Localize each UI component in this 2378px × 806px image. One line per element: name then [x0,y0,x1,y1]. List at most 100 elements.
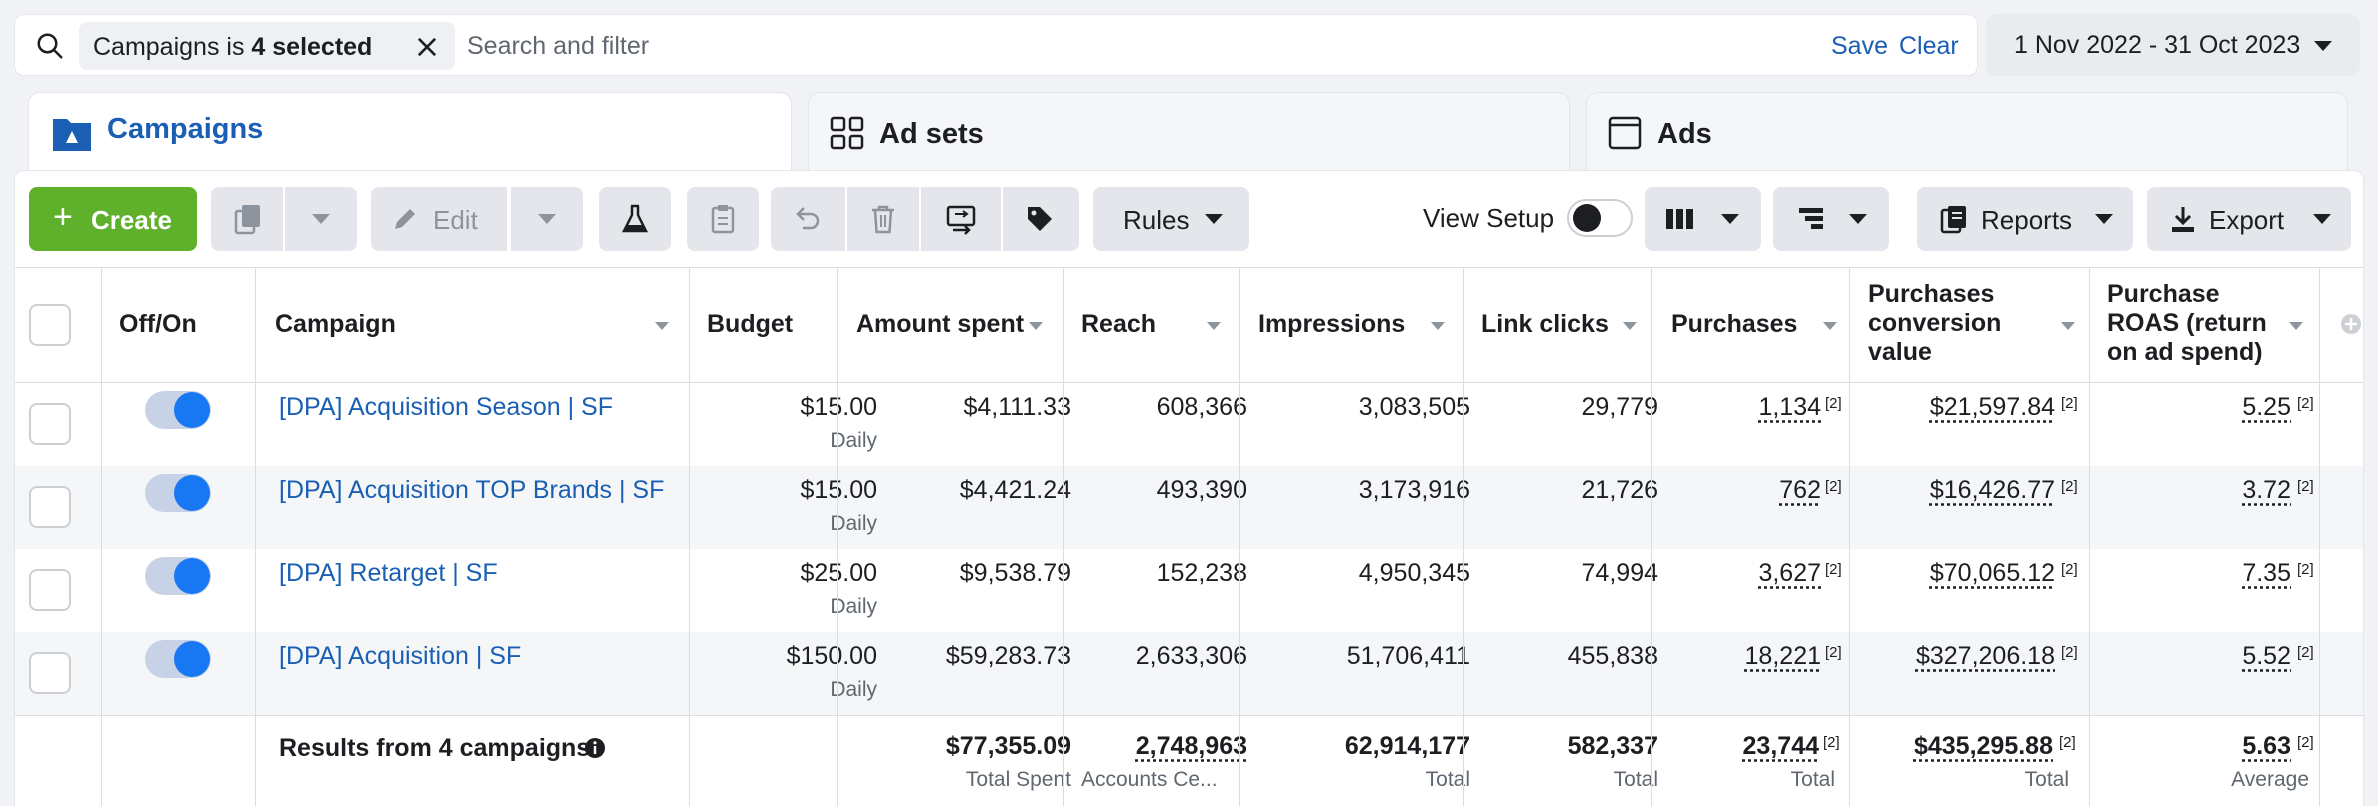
close-icon[interactable] [413,33,441,61]
header-link-clicks[interactable]: Link clicks [1481,310,1609,338]
campaign-name-link[interactable]: [DPA] Acquisition Season | SF [279,393,613,421]
search-bar[interactable]: Campaigns is 4 selected Search and filte… [14,14,1978,76]
roas-value[interactable]: 3.72 [2242,476,2291,504]
export-button[interactable]: Export [2147,187,2351,251]
header-amount-spent[interactable]: Amount spent [856,310,1025,338]
rules-button-label: Rules [1123,205,1190,235]
total-pcv[interactable]: $435,295.88 [1913,732,2053,760]
header-onoff: Off/On [119,310,197,338]
campaign-name-link[interactable]: [DPA] Acquisition TOP Brands | SF [279,476,665,504]
column-divider [101,267,102,806]
total-reach[interactable]: 2,748,963 [1135,732,1247,760]
sort-icon[interactable] [655,322,669,330]
tab-campaigns[interactable]: Campaigns [28,92,792,182]
row-checkbox[interactable] [29,486,71,528]
budget-value: $25.00 [800,559,877,587]
duplicate-dropdown-button[interactable] [285,187,357,251]
filter-chip[interactable]: Campaigns is 4 selected [79,22,455,70]
info-icon[interactable] [583,736,607,760]
budget-value: $150.00 [786,642,877,670]
undo-button[interactable] [771,187,845,251]
header-budget[interactable]: Budget [707,310,794,338]
row-checkbox[interactable] [29,403,71,445]
sort-icon[interactable] [1431,322,1445,330]
campaign-on-off-toggle[interactable] [145,557,211,595]
delete-button[interactable] [847,187,919,251]
date-range-picker[interactable]: 1 Nov 2022 - 31 Oct 2023 [1986,14,2360,76]
columns-button[interactable] [1645,187,1761,251]
save-filter-link[interactable]: Save [1831,32,1888,60]
campaign-on-off-toggle[interactable] [145,391,211,429]
search-input[interactable]: Search and filter [467,32,650,60]
purchases-value[interactable]: 3,627 [1758,559,1821,587]
rules-button[interactable]: Rules [1093,187,1249,251]
clipboard-icon [711,205,735,234]
pcv-value[interactable]: $16,426.77 [1929,476,2055,504]
total-purchases[interactable]: 23,744 [1742,732,1819,760]
table-row[interactable]: [DPA] Acquisition Season | SF $15.00 Daily… [15,383,2363,466]
clipboard-button[interactable] [687,187,759,251]
pcv-value[interactable]: $70,065.12 [1929,559,2055,587]
campaign-name-link[interactable]: [DPA] Retarget | SF [279,559,498,587]
total-roas[interactable]: 5.63 [2242,732,2291,760]
amount-spent-value: $4,421.24 [959,476,1071,504]
attribution-marker: [2] [1823,734,1840,751]
breakdown-button[interactable] [1773,187,1889,251]
attribution-marker: [2] [2297,561,2314,578]
select-all-checkbox[interactable] [29,304,71,346]
purchases-value[interactable]: 18,221 [1744,642,1821,670]
edit-button[interactable]: Edit [371,187,507,251]
roas-value[interactable]: 7.35 [2242,559,2291,587]
sort-icon[interactable] [1823,322,1837,330]
purchases-value[interactable]: 1,134 [1758,393,1821,421]
reports-button[interactable]: Reports [1917,187,2133,251]
compare-button[interactable] [921,187,1001,251]
total-reach-sub: Accounts Ce... [1081,768,1218,791]
header-purchases-conversion-value[interactable]: Purchases conversion value [1868,280,2002,366]
view-setup-toggle[interactable] [1567,199,1633,237]
table-body: [DPA] Acquisition Season | SF $15.00 Daily… [15,383,2363,715]
campaign-on-off-toggle[interactable] [145,474,211,512]
sort-icon[interactable] [1207,322,1221,330]
tag-button[interactable] [1003,187,1079,251]
clear-filter-link[interactable]: Clear [1899,32,1959,60]
header-impressions[interactable]: Impressions [1258,310,1406,338]
campaign-on-off-toggle[interactable] [145,640,211,678]
table-row[interactable]: [DPA] Acquisition | SF $150.00 Daily $59,28… [15,632,2363,715]
budget-type: Daily [830,595,877,618]
roas-value[interactable]: 5.52 [2242,642,2291,670]
add-column-icon[interactable] [2339,312,2363,336]
totals-row: Results from 4 campaigns $77,355.09 Tota… [15,715,2363,806]
pencil-icon [395,209,415,229]
tab-ad-sets[interactable]: Ad sets [808,92,1570,182]
sort-icon[interactable] [1029,322,1043,330]
create-button[interactable]: + Create [29,187,197,251]
pcv-value[interactable]: $327,206.18 [1915,642,2055,670]
sort-icon[interactable] [2061,322,2075,330]
ab-test-button[interactable] [599,187,671,251]
purchases-value[interactable]: 762 [1779,476,1821,504]
chevron-down-icon [1849,214,1867,224]
row-checkbox[interactable] [29,652,71,694]
duplicate-button[interactable] [211,187,283,251]
pcv-value[interactable]: $21,597.84 [1929,393,2055,421]
sort-icon[interactable] [1623,322,1637,330]
header-purchases[interactable]: Purchases [1671,310,1798,338]
header-purchase-roas[interactable]: Purchase ROAS (return on ad spend) [2107,280,2267,366]
header-campaign[interactable]: Campaign [275,310,396,338]
column-divider [689,267,690,806]
chevron-down-icon [1205,214,1223,224]
table-row[interactable]: [DPA] Acquisition TOP Brands | SF $15.00 D… [15,466,2363,549]
toggle-knob [174,641,210,677]
tab-ads[interactable]: Ads [1586,92,2348,182]
sort-icon[interactable] [2289,322,2303,330]
table-row[interactable]: [DPA] Retarget | SF $25.00 Daily $9,538.79 1… [15,549,2363,632]
edit-dropdown-button[interactable] [511,187,583,251]
create-button-label: Create [91,205,172,235]
roas-value[interactable]: 5.25 [2242,393,2291,421]
campaign-name-link[interactable]: [DPA] Acquisition | SF [279,642,522,670]
attribution-marker: [2] [2061,561,2078,578]
attribution-marker: [2] [1825,561,1842,578]
row-checkbox[interactable] [29,569,71,611]
header-reach[interactable]: Reach [1081,310,1157,338]
